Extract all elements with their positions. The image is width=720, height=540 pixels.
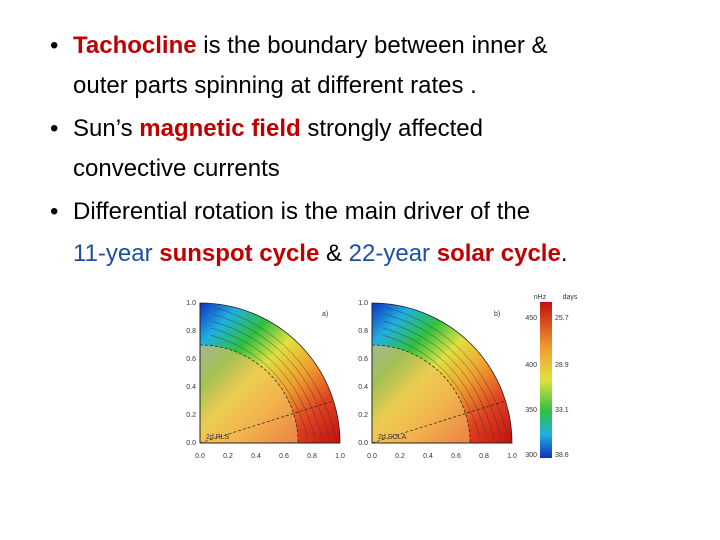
text-run: Differential rotation is the main driver… [73, 198, 531, 225]
x-tick-label: 0.6 [279, 453, 289, 460]
tachocline-line [371, 344, 471, 444]
method-label: 2d SOLA [378, 434, 407, 441]
bullet-line: Sun’s magnetic field strongly affected [73, 115, 483, 143]
y-tick-label: 0.4 [358, 384, 368, 391]
contour [383, 328, 487, 438]
method-label: 2d RLS [206, 434, 230, 441]
y-tick-label: 0.4 [186, 384, 196, 391]
bullet-line: Tachocline is the boundary between inner… [73, 32, 548, 60]
radiative-core [372, 345, 470, 443]
y-tick-label: 0.2 [358, 412, 368, 419]
bullet-line: convective currents [73, 155, 280, 183]
colorbar-tick: 350 [525, 407, 537, 414]
y-tick-label: 0.8 [186, 328, 196, 335]
text-run: convective currents [73, 155, 280, 182]
text-run: & [319, 240, 349, 267]
y-tick-label: 1.0 [358, 300, 368, 307]
y-tick-label: 0.2 [186, 412, 196, 419]
bullet-line: 11-year sunspot cycle & 22-year solar cy… [73, 240, 567, 268]
bullet-line: Differential rotation is the main driver… [73, 198, 530, 226]
x-tick-label: 0.0 [367, 453, 377, 460]
text-run: is the boundary between inner & [196, 32, 548, 59]
colorbar-tick: 450 [525, 315, 537, 322]
colorbar-tick: 25.7 [555, 315, 569, 322]
x-tick-label: 0.2 [395, 453, 405, 460]
x-tick-label: 0.4 [423, 453, 433, 460]
radiative-core [200, 345, 298, 443]
colorbar-tick: 300 [525, 452, 537, 459]
colorbar-tick: 28.9 [555, 362, 569, 369]
colorbar-tick: 38.6 [555, 452, 569, 459]
x-tick-label: 0.4 [251, 453, 261, 460]
contour [384, 314, 501, 437]
text-run: sunspot cycle [159, 240, 320, 267]
y-tick-label: 0.0 [358, 440, 368, 447]
text-run: . [560, 240, 568, 267]
contour [212, 321, 322, 437]
contour [210, 335, 308, 438]
latitude-line [371, 400, 506, 444]
text-run: magnetic field [139, 115, 301, 142]
latitude-line [199, 400, 334, 444]
rotation-panel: 0.0 0.0 0.2 0.2 0.4 0.4 0.6 0.6 0.8 0.8 1.0 1.0 a) 2d… [186, 300, 345, 460]
colorbar-unit: nHz [534, 294, 547, 301]
panel-label: b) [494, 311, 500, 318]
y-tick-label: 0.0 [186, 440, 196, 447]
y-tick-label: 0.8 [358, 328, 368, 335]
x-tick-label: 0.8 [479, 453, 489, 460]
contour [382, 335, 480, 438]
colorbar [540, 302, 552, 458]
x-tick-label: 0.6 [451, 453, 461, 460]
text-run: strongly affected [300, 115, 483, 142]
text-run: Sun’s [73, 115, 140, 142]
y-tick-label: 0.6 [186, 356, 196, 363]
text-run: Tachocline [73, 32, 197, 59]
contour [213, 307, 336, 437]
x-tick-label: 1.0 [507, 453, 517, 460]
bullet-dot: • [50, 115, 59, 142]
contour [212, 314, 329, 437]
colorbar-tick: 33.1 [555, 407, 569, 414]
contour [384, 321, 494, 437]
contour [211, 328, 315, 438]
tachocline-line [199, 344, 299, 444]
panel-label: a) [322, 311, 328, 318]
x-tick-label: 1.0 [335, 453, 345, 460]
x-tick-label: 0.2 [223, 453, 233, 460]
bullet-dot: • [50, 32, 59, 59]
contour [385, 307, 508, 437]
bullet-dot: • [50, 198, 59, 225]
text-run: 11-year [73, 240, 160, 267]
text-run: outer parts spinning at different rates … [73, 72, 477, 99]
colorbar-unit: days [563, 294, 578, 301]
y-tick-label: 0.6 [358, 356, 368, 363]
colorbar-tick: 400 [525, 362, 537, 369]
x-tick-label: 0.0 [195, 453, 205, 460]
text-run: 22-year [348, 240, 437, 267]
text-run: solar cycle [436, 240, 561, 267]
rotation-panel: 0.0 0.0 0.2 0.2 0.4 0.4 0.6 0.6 0.8 0.8 1.0 1.0 b) 2d… [358, 300, 517, 460]
bullet-line: outer parts spinning at different rates … [73, 72, 477, 100]
x-tick-label: 0.8 [307, 453, 317, 460]
y-tick-label: 1.0 [186, 300, 196, 307]
